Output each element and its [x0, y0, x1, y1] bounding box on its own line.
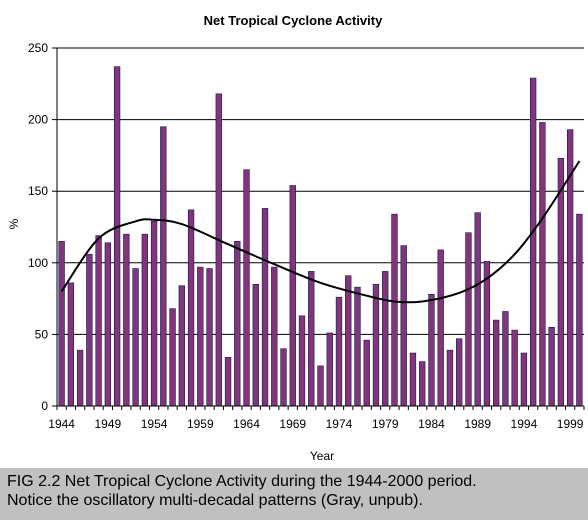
- bar-1989: [474, 212, 481, 407]
- chart-title: Net Tropical Cyclone Activity: [204, 13, 383, 28]
- axes: [56, 48, 585, 410]
- bar-1945: [67, 282, 75, 407]
- caption-line-1: FIG 2.2 Net Tropical Cyclone Activity du…: [7, 473, 477, 490]
- bar-1956: [169, 308, 176, 407]
- bar-1960: [206, 268, 213, 407]
- trend-line-group: [60, 160, 581, 304]
- bar-1978: [372, 283, 380, 407]
- trend-line: [60, 160, 581, 304]
- bar-1984: [428, 294, 435, 407]
- x-tick-label: 1959: [187, 417, 214, 431]
- y-tick-label: 50: [35, 327, 49, 341]
- bar-1987: [456, 338, 463, 407]
- bar-1947: [86, 253, 93, 407]
- bar-1971: [308, 271, 315, 407]
- caption-line-2: Notice the oscillatory multi-decadal pat…: [7, 492, 423, 509]
- bar-1997: [548, 326, 555, 407]
- x-tick-labels: 1944 1949 1954 1959 1964 1969 1974 1979 1984 1989…: [48, 417, 584, 431]
- bar-1954: [150, 220, 158, 407]
- y-tick-label: 100: [28, 256, 48, 270]
- bar-1986: [446, 349, 454, 407]
- bar-1972: [317, 365, 324, 407]
- bar-1975: [345, 275, 352, 407]
- x-tick-label: 1964: [233, 417, 260, 431]
- bar-1981: [400, 245, 407, 407]
- bar-1964: [243, 169, 250, 407]
- bar-1949: [104, 242, 112, 407]
- x-tick-label: 1984: [418, 417, 445, 431]
- bar-1996: [539, 122, 546, 407]
- bar-1993: [511, 329, 518, 407]
- bar-1952: [132, 268, 139, 407]
- bar-1967: [271, 266, 278, 407]
- bar-1969: [289, 185, 296, 407]
- bar-series: [58, 66, 583, 407]
- bar-1985: [437, 249, 444, 407]
- y-tick-label: 0: [41, 399, 48, 413]
- chart-area: Net Tropical Cyclone Activity 0 50 100 150 2…: [7, 13, 585, 463]
- y-tick-label: 200: [28, 113, 48, 127]
- bar-1991: [493, 319, 500, 407]
- bar-1974: [335, 296, 343, 407]
- x-axis-label: Year: [310, 449, 334, 463]
- bar-1962: [224, 357, 232, 407]
- bar-2000: [576, 213, 583, 407]
- y-tick-labels: 0 50 100 150 200 250: [28, 41, 48, 413]
- bar-1979: [382, 271, 389, 407]
- bar-1980: [391, 213, 398, 407]
- bar-1994: [520, 352, 528, 407]
- bar-1983: [419, 361, 426, 407]
- figure-caption: FIG 2.2 Net Tropical Cyclone Activity du…: [0, 468, 588, 520]
- bar-1992: [502, 311, 509, 407]
- x-tick-label: 1974: [326, 417, 353, 431]
- bar-1959: [197, 266, 204, 407]
- x-tick-label: 1989: [464, 417, 491, 431]
- y-axis-label: %: [7, 218, 21, 229]
- bar-1990: [483, 261, 491, 407]
- bar-1968: [280, 348, 287, 407]
- bar-1958: [187, 209, 195, 407]
- bar-1965: [252, 283, 259, 407]
- bar-1951: [123, 233, 130, 407]
- bar-1977: [363, 339, 370, 407]
- bar-1988: [465, 232, 472, 407]
- y-tick-label: 250: [28, 41, 48, 55]
- bar-1948: [95, 235, 102, 407]
- bar-1953: [141, 233, 148, 407]
- bar-1944: [58, 241, 65, 407]
- y-tick-label: 150: [28, 184, 48, 198]
- bar-1963: [234, 241, 241, 407]
- bar-1982: [409, 352, 417, 407]
- tropical-cyclone-chart: Net Tropical Cyclone Activity 0 50 100 150 2…: [7, 13, 585, 463]
- bar-1973: [326, 332, 333, 407]
- x-tick-label: 1949: [94, 417, 121, 431]
- bar-1970: [298, 315, 306, 407]
- x-tick-label: 1999: [557, 417, 584, 431]
- bar-1957: [178, 285, 185, 407]
- bar-1955: [160, 126, 167, 407]
- bar-1961: [215, 93, 222, 407]
- x-tick-label: 1944: [48, 417, 75, 431]
- x-tick-label: 1994: [511, 417, 538, 431]
- bar-1998: [557, 157, 565, 407]
- bar-1966: [261, 208, 269, 407]
- bar-1946: [76, 349, 84, 407]
- x-tick-label: 1954: [141, 417, 168, 431]
- x-tick-label: 1969: [279, 417, 306, 431]
- bar-1976: [354, 286, 361, 407]
- bar-1995: [529, 77, 537, 407]
- x-tick-label: 1979: [372, 417, 399, 431]
- bar-1950: [113, 66, 121, 407]
